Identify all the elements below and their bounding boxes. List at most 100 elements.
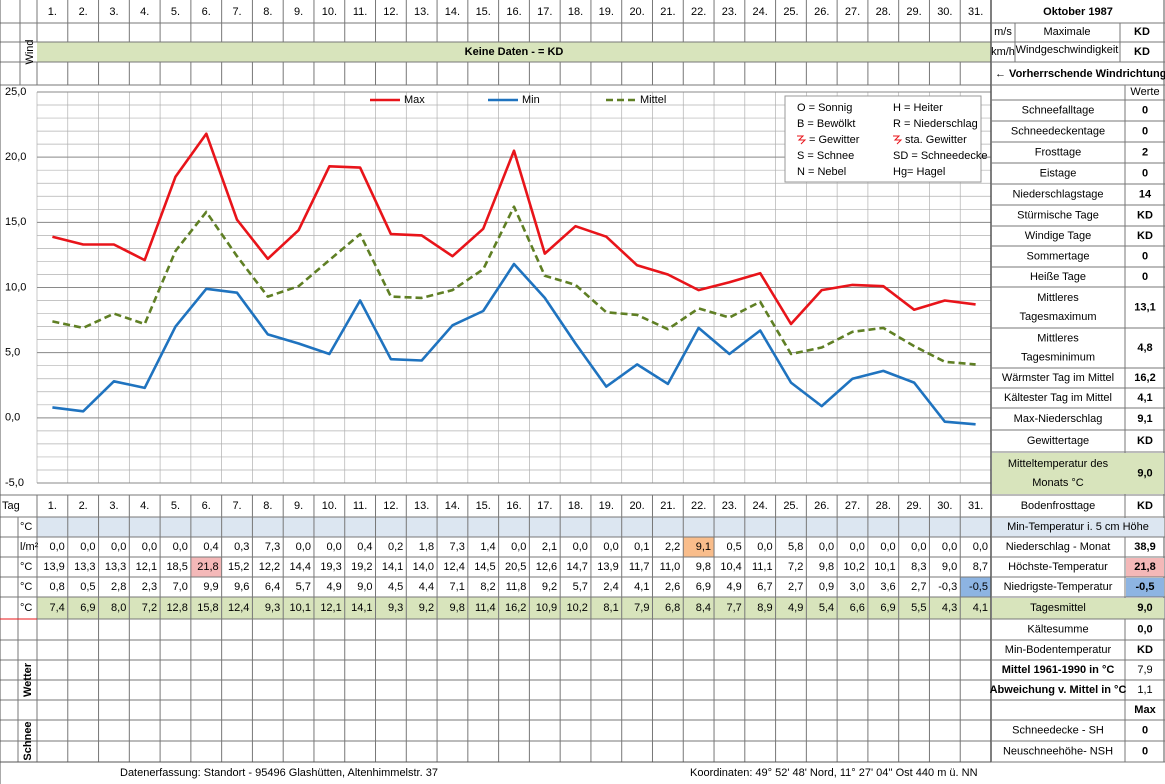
- key-entry: O = Sonnig: [797, 102, 852, 114]
- day-label: 14.: [445, 500, 460, 512]
- precip-cell: 0,0: [973, 541, 988, 553]
- day-label: 7.: [232, 500, 241, 512]
- temp-cell: 4,3: [942, 602, 957, 614]
- soil-temp-row: [37, 517, 991, 537]
- precip-cell: 9,1: [696, 541, 711, 553]
- temp-cell: 9,3: [388, 602, 403, 614]
- precip-cell: 0,4: [357, 541, 372, 553]
- summary-label: Neuschneehöhe- NSH: [1003, 745, 1113, 757]
- temp-cell: 5,7: [296, 581, 311, 593]
- stat-label: Mittleres: [1037, 332, 1079, 344]
- day-label: 19.: [599, 500, 614, 512]
- temp-cell: 5,4: [819, 602, 834, 614]
- day-label: 9.: [294, 500, 303, 512]
- precip-cell: 1,8: [419, 541, 434, 553]
- day-header: 22.: [691, 6, 706, 18]
- temp-cell: 9,0: [942, 561, 957, 573]
- summary-label: Tagesmittel: [1030, 602, 1086, 614]
- wind-max-value: KD: [1134, 46, 1150, 58]
- temp-cell: -0,5: [969, 581, 988, 593]
- temp-cell: 0,9: [819, 581, 834, 593]
- temp-cell: 10,2: [567, 602, 588, 614]
- day-label: 21.: [660, 500, 675, 512]
- stat-value: 0: [1142, 271, 1148, 283]
- summary-value: Max: [1134, 704, 1156, 716]
- day-label: 31.: [968, 500, 983, 512]
- day-header: 6.: [202, 6, 211, 18]
- wind-unit: km/h: [991, 46, 1015, 58]
- stat-label: Tagesminimum: [1021, 351, 1095, 363]
- unit-label: °C: [20, 581, 32, 593]
- temp-cell: 6,4: [265, 581, 280, 593]
- stat-label: Stürmische Tage: [1017, 209, 1099, 221]
- summary-value: KD: [1137, 500, 1153, 512]
- stat-label: Mitteltemperatur des: [1008, 458, 1109, 470]
- unit-label: l/m²: [20, 541, 39, 553]
- summary-label: Bodenfrosttage: [1021, 500, 1096, 512]
- day-header: 8.: [263, 6, 272, 18]
- temp-cell: 19,2: [351, 561, 372, 573]
- summary-value: 0,0: [1137, 623, 1152, 635]
- temp-cell: 7,4: [49, 602, 64, 614]
- precip-cell: 2,1: [542, 541, 557, 553]
- precip-cell: 0,0: [942, 541, 957, 553]
- stat-label: Sommertage: [1027, 250, 1090, 262]
- precip-cell: 0,2: [388, 541, 403, 553]
- day-header: 20.: [629, 6, 644, 18]
- summary-value: 1,1: [1137, 684, 1152, 696]
- temp-cell: 10,1: [290, 602, 311, 614]
- temp-cell: 2,7: [788, 581, 803, 593]
- day-label: 25.: [783, 500, 798, 512]
- temp-cell: 6,6: [850, 602, 865, 614]
- precip-cell: 0,0: [573, 541, 588, 553]
- wind-max-label: Maximale: [1043, 26, 1090, 38]
- temp-cell: 7,0: [173, 581, 188, 593]
- day-label: 28.: [876, 500, 891, 512]
- unit-label: °C: [20, 561, 32, 573]
- stat-value: 2: [1142, 146, 1148, 158]
- precip-cell: 0,0: [819, 541, 834, 553]
- day-label: 22.: [691, 500, 706, 512]
- day-header: 9.: [294, 6, 303, 18]
- temp-cell: 15,8: [197, 602, 218, 614]
- no-data-band: [37, 42, 991, 62]
- key-entry: S = Schnee: [797, 150, 854, 162]
- highlight-max: [190, 557, 222, 577]
- y-tick-label: -5,0: [5, 477, 24, 489]
- unit-label: °C: [20, 602, 32, 614]
- wind-max-value: KD: [1134, 26, 1150, 38]
- day-header: 30.: [937, 6, 952, 18]
- day-label: 29.: [906, 500, 921, 512]
- temp-cell: 13,3: [74, 561, 95, 573]
- stat-value: 9,0: [1137, 467, 1152, 479]
- stat-label: Max-Niederschlag: [1014, 413, 1103, 425]
- day-header: 17.: [537, 6, 552, 18]
- temp-cell: 2,8: [111, 581, 126, 593]
- stat-label: Kältester Tag im Mittel: [1004, 392, 1112, 404]
- temp-cell: 12,8: [166, 602, 187, 614]
- key-entry: R = Niederschlag: [893, 118, 978, 130]
- legend-label: Mittel: [640, 94, 666, 106]
- precip-cell: 0,0: [111, 541, 126, 553]
- day-label: 13.: [414, 500, 429, 512]
- summary-label: Kältesumme: [1027, 623, 1088, 635]
- precip-cell: 0,3: [234, 541, 249, 553]
- wind-direction: ← Vorherrschende Windrichtung: [995, 68, 1165, 80]
- temp-cell: 10,1: [874, 561, 895, 573]
- precip-cell: 0,0: [326, 541, 341, 553]
- legend-label: Max: [404, 94, 425, 106]
- day-header: 2.: [79, 6, 88, 18]
- temp-cell: 9,9: [203, 581, 218, 593]
- max-fill: [1126, 558, 1164, 577]
- temp-cell: 6,9: [80, 602, 95, 614]
- day-header: 3.: [109, 6, 118, 18]
- day-header: 15.: [476, 6, 491, 18]
- key-entry: B = Bewölkt: [797, 118, 855, 130]
- stat-value: 0: [1142, 125, 1148, 137]
- stat-label: Heiße Tage: [1030, 271, 1086, 283]
- day-header: 4.: [140, 6, 149, 18]
- summary-value: 38,9: [1134, 541, 1155, 553]
- day-label: 5.: [171, 500, 180, 512]
- temp-cell: 5,5: [911, 602, 926, 614]
